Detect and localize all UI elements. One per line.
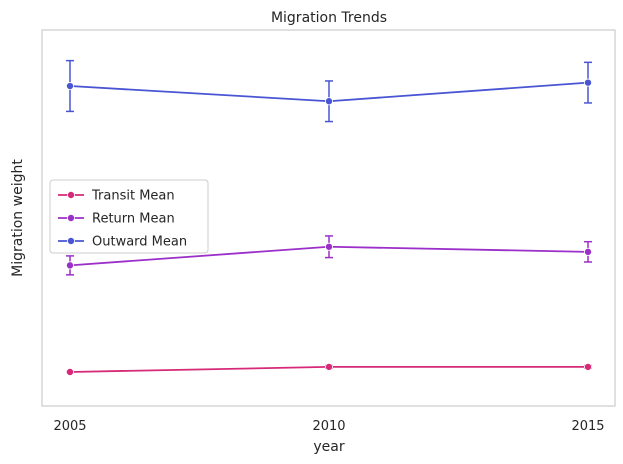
- legend-label: Return Mean: [92, 212, 175, 227]
- data-point: [584, 247, 593, 256]
- legend-label: Outward Mean: [92, 235, 187, 250]
- data-point: [324, 242, 333, 251]
- series-3: [66, 59, 593, 123]
- legend: Transit Mean Return Mean Outward Mean: [49, 179, 209, 254]
- legend-frame: [49, 179, 209, 254]
- data-point: [324, 362, 333, 371]
- plot-area-frame: [41, 29, 616, 407]
- series-2: [66, 235, 593, 276]
- series-layer: [66, 59, 593, 376]
- legend-label: Transit Mean: [91, 189, 175, 204]
- x-tick-label: 2015: [571, 419, 604, 434]
- legend-swatch-marker: [67, 190, 76, 199]
- series-1: [66, 362, 593, 376]
- legend-swatch-marker: [67, 213, 76, 222]
- x-tick-label: 2005: [53, 419, 86, 434]
- data-point: [324, 97, 333, 106]
- data-point: [66, 367, 75, 376]
- chart-title: Migration Trends: [271, 10, 387, 26]
- x-ticks: 2005 2010 2015: [53, 419, 604, 434]
- data-point: [66, 82, 75, 91]
- data-point: [66, 261, 75, 270]
- x-tick-label: 2010: [312, 419, 345, 434]
- y-axis-label: Migration weight: [10, 159, 26, 277]
- legend-swatch-marker: [67, 236, 76, 245]
- data-point: [584, 78, 593, 87]
- x-axis-label: year: [313, 439, 344, 455]
- data-point: [584, 362, 593, 371]
